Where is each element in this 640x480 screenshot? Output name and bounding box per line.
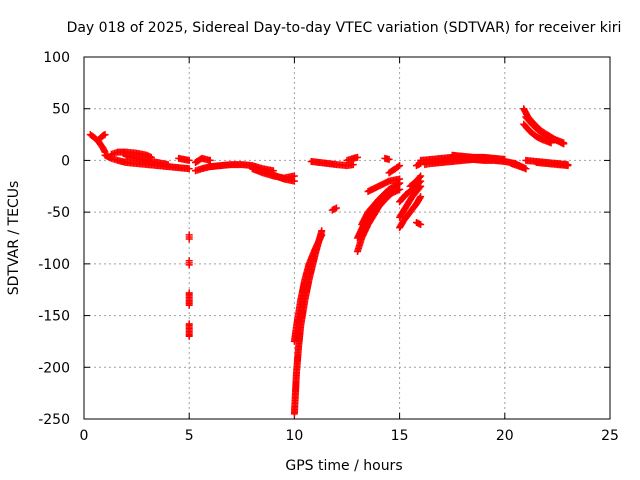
data-point [349, 161, 357, 169]
x-tick-label: 20 [496, 428, 514, 444]
series-s37 [532, 158, 572, 170]
data-point [522, 165, 530, 173]
series-s18 [307, 157, 357, 170]
axis-ticks [83, 56, 611, 420]
series-s40 [520, 120, 555, 147]
data-point [547, 139, 555, 147]
y-tick-label: -150 [38, 309, 70, 325]
data-point [396, 162, 404, 170]
series-s22 [358, 179, 404, 229]
y-tick-label: 50 [52, 102, 70, 118]
series-s5 [122, 152, 172, 169]
series-s17 [328, 204, 340, 214]
series-s39 [522, 113, 568, 148]
data-point [396, 175, 404, 183]
series-s24 [385, 162, 404, 177]
series-s8 [185, 257, 193, 269]
plot-frame [83, 56, 611, 420]
series-s23 [364, 175, 404, 195]
series-s6 [175, 154, 193, 164]
y-tick-label: 0 [61, 153, 70, 169]
y-tick-label: -250 [38, 412, 70, 428]
data-point [185, 156, 193, 164]
series-s14 [269, 171, 298, 185]
series-s30 [412, 218, 425, 229]
series-s15 [290, 227, 326, 418]
data-point [164, 161, 172, 169]
series-s16 [290, 231, 326, 345]
series-s12 [192, 154, 214, 166]
data-point [394, 163, 402, 171]
data-point [564, 162, 572, 170]
series-s7 [185, 231, 193, 243]
data-point [354, 153, 362, 161]
data-point [101, 131, 109, 139]
series-s9 [185, 289, 193, 309]
data-point [185, 261, 193, 269]
y-tick-label: -100 [38, 257, 70, 273]
series-s11 [192, 161, 277, 175]
data-point [501, 155, 509, 163]
x-tick-label: 0 [80, 428, 89, 444]
data-point [185, 165, 193, 173]
y-tick-label: -50 [47, 205, 70, 221]
data-point [290, 177, 298, 185]
series-s29 [406, 172, 425, 190]
chart-title: Day 018 of 2025, Sidereal Day-to-day VTE… [67, 20, 622, 36]
series-s34 [448, 151, 509, 163]
series-s35 [507, 160, 530, 173]
x-tick-label: 5 [185, 428, 194, 444]
tick-labels: 0 5 10 15 20 25 100 50 0 -50 -100 -150 -200 -250 [38, 50, 619, 444]
data-point [185, 301, 193, 309]
data-point [417, 172, 425, 180]
grid-lines [84, 57, 610, 419]
data-point [560, 140, 568, 148]
x-tick-label: 10 [285, 428, 303, 444]
y-tick-label: -200 [38, 360, 70, 376]
series-s25 [381, 154, 393, 163]
data-point [185, 332, 193, 340]
data-point [332, 204, 340, 212]
series-s31 [412, 160, 425, 170]
data-point [417, 221, 425, 229]
series-s19 [343, 153, 362, 164]
data-points [86, 105, 572, 418]
series-s26 [396, 193, 425, 232]
data-point [396, 185, 404, 193]
x-tick-label: 25 [601, 428, 619, 444]
data-point [417, 193, 425, 201]
series-s2 [95, 131, 109, 144]
data-point [185, 235, 193, 243]
data-point [385, 155, 393, 163]
x-tick-label: 15 [391, 428, 409, 444]
series-s10 [185, 320, 193, 340]
data-point [318, 231, 326, 239]
data-point [206, 156, 214, 164]
y-axis-label: SDTVAR / TECUs [6, 181, 22, 296]
y-tick-label: 100 [43, 50, 70, 66]
data-point [416, 173, 424, 181]
x-axis-label: GPS time / hours [285, 458, 402, 474]
